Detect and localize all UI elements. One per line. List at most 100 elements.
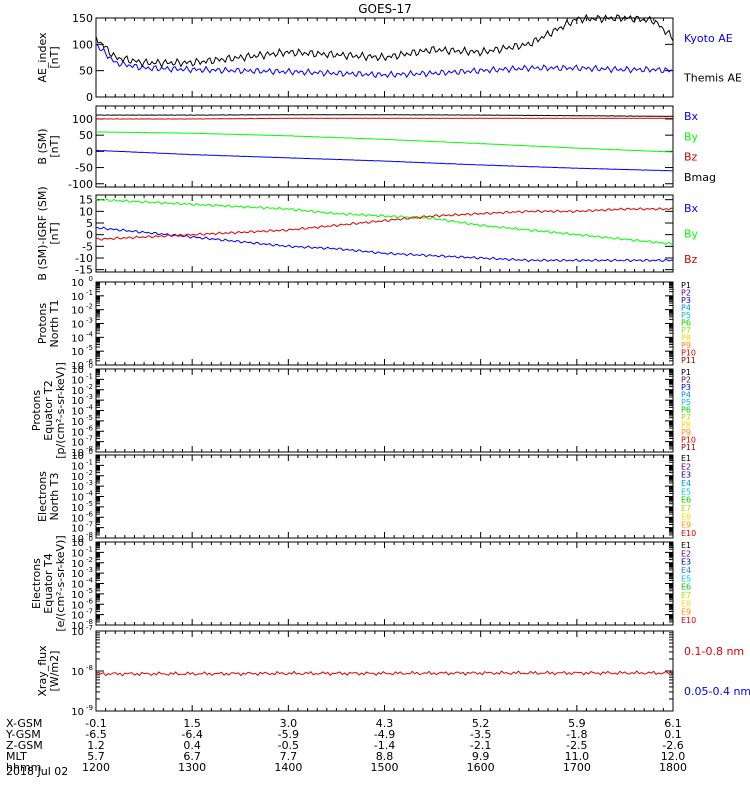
legend-item: E10 [681,616,696,625]
y-tick-label: 10 [71,707,84,718]
legend-item: P5 [681,398,691,407]
legend-item: P8 [681,421,691,430]
orbit-cell: 1600 [467,761,495,774]
y-tick-exponent: -9 [86,704,93,712]
panel-5: Protons Equator T2 [p/(cm²-s-sr-keV)] 10 0 10… [30,362,696,459]
row-label: X-GSM [6,717,42,730]
y-tick-label: 100 [72,113,93,126]
y-axis-label: [W/m2] [48,651,61,692]
y-tick-exponent: -3 [86,566,93,574]
legend-item: E4 [681,479,691,488]
y-tick-exponent: -2 [86,383,93,391]
y-tick-exponent: -6 [86,424,94,432]
orbit-cell: 1300 [178,761,206,774]
y-tick-exponent: -1 [86,458,93,466]
y-tick-label: 10 [71,627,84,638]
y-tick-label: 0 [86,145,93,158]
y-tick-label: 10 [71,396,84,407]
orbit-cell: 1800 [659,761,687,774]
legend-item: E3 [681,471,691,480]
y-tick-exponent: -1 [86,372,93,380]
series-line [95,114,674,117]
legend-item: P5 [681,311,691,320]
series-line [95,117,673,120]
y-tick-label: 10 [71,320,84,331]
y-tick-label: -100 [68,178,93,191]
orbit-cell: -3.5 [470,728,491,741]
y-tick-exponent: -7 [86,521,93,529]
orbit-cell: 1700 [563,761,591,774]
orbit-cell: 1500 [371,761,399,774]
orbit-cell: 5.2 [472,717,490,730]
orbit-cell: -4.9 [374,728,395,741]
legend-item: P11 [681,356,696,365]
y-tick-label: 10 [71,524,84,535]
y-tick-label: 10 [71,559,84,570]
y-axis-label: B (SM) [36,128,49,164]
orbit-cell: 7.7 [280,750,298,763]
y-tick-exponent: -1 [86,545,93,553]
legend-item: 0.05-0.4 nm [684,685,750,698]
orbit-cell: 1.5 [183,717,201,730]
y-axis-label: Equator T4 [42,553,55,613]
y-tick-label: -50 [75,162,93,175]
orbit-cell: 5.7 [87,750,105,763]
y-tick-label: 10 [71,451,84,462]
y-tick-label: 10 [71,333,84,344]
y-axis-label: Protons [36,303,49,344]
series-line [95,13,674,69]
legend-item: P3 [681,296,691,305]
panel-1: AE_index [nT] 0 50 100 150 Kyoto AE Themis AE [36,12,742,104]
legend-item: 0.1-0.8 nm [684,645,744,658]
y-tick-label: 10 [71,438,84,449]
legend-item: E10 [681,529,696,538]
y-tick-exponent: -6 [86,358,94,366]
series-line [96,149,674,172]
legend-item: Bz [684,253,698,266]
legend-item: P1 [681,368,691,377]
y-tick-exponent: -7 [86,624,93,632]
y-tick-label: 10 [71,417,84,428]
legend: Kyoto AE Themis AE [683,32,742,85]
orbit-cell: -1.8 [566,728,587,741]
y-axis-label: B (SM)-IGRF (SM) [36,186,49,280]
legend-item: P4 [681,391,691,400]
legend-item: By [684,130,699,143]
y-tick-label: 10 [71,611,84,622]
panel-frame [95,541,674,626]
legend-item: P6 [681,406,691,415]
y-axis-label: Xray_flux [36,645,49,697]
orbit-cell: -0.1 [85,717,106,730]
y-tick-exponent: -6 [86,510,94,518]
y-tick-exponent: -4 [86,404,94,412]
y-tick-label: 10 [71,472,84,483]
panel-frame [95,368,674,453]
y-axis-label: Equator T2 [42,380,55,440]
y-tick-exponent: -3 [86,317,93,325]
y-tick-label: 10 [71,534,84,545]
y-tick-exponent: -3 [86,393,93,401]
y-tick-label: 10 [71,580,84,591]
row-label: Z-GSM [6,739,43,752]
legend-item: E7 [681,591,691,600]
series-line [95,131,674,153]
y-tick-label: 10 [71,538,84,549]
row-label: Y-GSM [5,728,41,741]
legend-item: E1 [681,454,691,463]
y-tick-label: -5 [82,240,93,253]
y-tick-exponent: -2 [86,556,93,564]
y-tick-label: 10 [71,667,84,678]
legend-item: E3 [681,558,691,567]
legend-item: P11 [681,443,696,452]
y-axis-label: North T1 [48,300,61,348]
y-tick-label: 150 [72,12,93,25]
y-tick-label: 10 [71,292,84,303]
row-label: MLT [6,750,27,763]
y-axis-label: Electrons [36,471,49,522]
legend-item: P9 [681,341,691,350]
y-tick-label: 10 [71,590,84,601]
legend-item: E7 [681,504,691,513]
legend-item: Bmag [684,171,716,184]
